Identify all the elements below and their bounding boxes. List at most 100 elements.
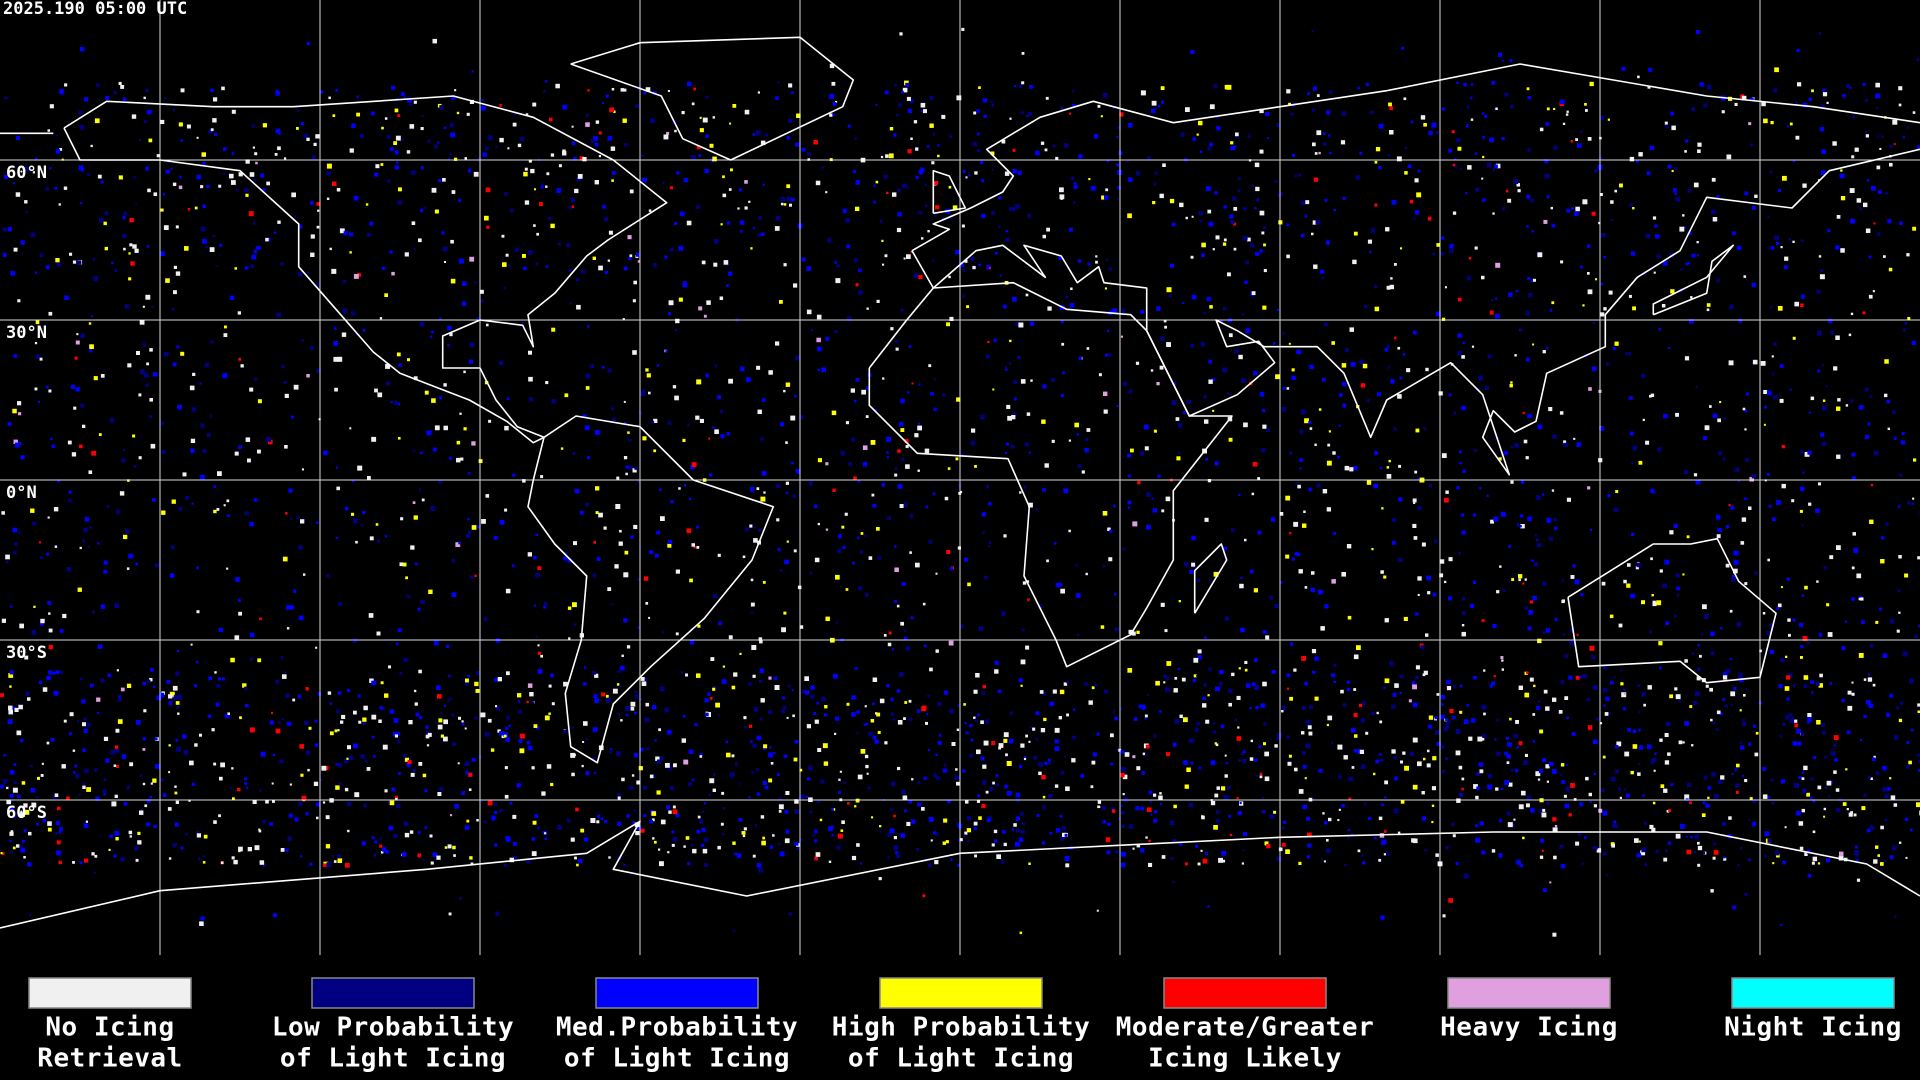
- icing-speck: [857, 774, 863, 780]
- icing-speck: [1574, 579, 1580, 585]
- icing-speck: [363, 705, 368, 711]
- icing-speck: [244, 782, 247, 785]
- icing-speck: [1197, 766, 1202, 771]
- icing-speck: [1649, 630, 1652, 634]
- icing-speck: [256, 245, 261, 250]
- icing-speck: [1251, 184, 1254, 188]
- icing-speck: [640, 677, 645, 681]
- icing-speck: [176, 345, 180, 349]
- icing-speck: [1599, 193, 1603, 196]
- icing-speck: [161, 450, 166, 454]
- icing-speck: [528, 159, 532, 163]
- icing-speck: [607, 368, 612, 373]
- icing-speck: [1159, 710, 1162, 713]
- icing-speck: [213, 485, 217, 488]
- icing-speck: [1573, 798, 1577, 801]
- icing-speck: [1566, 497, 1571, 502]
- icing-speck: [1709, 687, 1713, 692]
- icing-speck: [625, 465, 629, 469]
- icing-speck: [1220, 724, 1225, 729]
- icing-speck: [1703, 614, 1709, 620]
- icing-speck: [694, 723, 698, 727]
- icing-speck: [427, 732, 432, 737]
- icing-speck: [987, 816, 992, 821]
- icing-speck: [1690, 835, 1693, 839]
- icing-speck: [1055, 156, 1059, 160]
- icing-speck: [80, 168, 84, 172]
- icing-speck: [376, 539, 380, 543]
- icing-speck: [1191, 562, 1196, 567]
- icing-speck: [351, 311, 356, 316]
- icing-speck: [357, 694, 361, 698]
- icing-speck: [1136, 171, 1141, 176]
- icing-speck: [333, 341, 338, 346]
- icing-speck: [323, 863, 327, 867]
- icing-speck: [388, 825, 394, 831]
- icing-speck: [1807, 642, 1810, 645]
- icing-speck: [795, 355, 801, 361]
- icing-speck: [1794, 301, 1799, 307]
- icing-speck: [1742, 407, 1746, 411]
- icing-speck: [1462, 341, 1465, 344]
- icing-speck: [1274, 180, 1278, 183]
- icing-speck: [993, 829, 998, 834]
- icing-speck: [52, 794, 57, 799]
- icing-speck: [421, 115, 424, 118]
- icing-speck: [97, 711, 100, 714]
- icing-speck: [774, 685, 780, 690]
- icing-speck: [140, 369, 145, 375]
- icing-speck: [875, 180, 879, 184]
- icing-speck: [1447, 596, 1452, 601]
- icing-speck: [879, 219, 883, 223]
- icing-speck: [19, 844, 23, 849]
- icing-speck: [41, 762, 44, 765]
- icing-speck: [1301, 656, 1307, 661]
- icing-speck: [249, 727, 255, 733]
- icing-speck: [638, 766, 643, 771]
- icing-speck: [948, 185, 952, 189]
- icing-speck: [1664, 733, 1669, 737]
- icing-speck: [403, 95, 407, 99]
- icing-speck: [1539, 855, 1544, 859]
- icing-speck: [573, 541, 577, 546]
- icing-speck: [1669, 530, 1674, 535]
- icing-speck: [1853, 548, 1859, 554]
- icing-speck: [1121, 767, 1126, 772]
- icing-speck: [1800, 294, 1805, 299]
- icing-speck: [163, 225, 169, 230]
- icing-speck: [483, 820, 487, 824]
- icing-speck: [214, 671, 217, 674]
- icing-speck: [168, 694, 173, 699]
- icing-speck: [1108, 353, 1112, 357]
- icing-speck: [1623, 707, 1627, 711]
- icing-speck: [418, 238, 422, 243]
- icing-speck: [1059, 194, 1065, 200]
- icing-speck: [1792, 159, 1796, 163]
- icing-speck: [767, 710, 772, 715]
- icing-speck: [667, 539, 673, 544]
- icing-speck: [856, 731, 859, 734]
- icing-speck: [97, 542, 100, 545]
- icing-speck: [450, 814, 453, 817]
- icing-speck: [961, 27, 965, 31]
- icing-speck: [1882, 653, 1888, 658]
- icing-speck: [676, 171, 680, 175]
- icing-speck: [748, 682, 752, 686]
- icing-speck: [1851, 476, 1856, 481]
- icing-speck: [739, 366, 745, 372]
- icing-speck: [529, 692, 534, 697]
- icing-speck: [1226, 785, 1231, 790]
- icing-speck: [1452, 163, 1456, 167]
- icing-speck: [192, 372, 196, 376]
- icing-speck: [1735, 791, 1739, 794]
- coastline: [527, 415, 775, 764]
- icing-speck: [480, 712, 486, 718]
- icing-speck: [1304, 586, 1308, 589]
- icing-speck: [1615, 490, 1619, 493]
- icing-speck: [143, 373, 149, 378]
- icing-speck: [593, 541, 596, 544]
- icing-speck: [449, 697, 452, 700]
- icing-speck: [706, 300, 711, 305]
- legend-swatch: [595, 977, 759, 1009]
- icing-speck: [1380, 570, 1384, 574]
